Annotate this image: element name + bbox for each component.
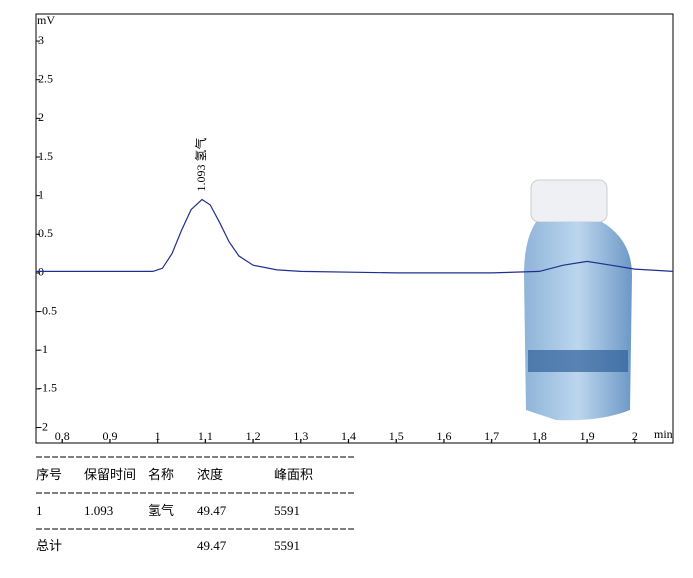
chromatogram-line bbox=[36, 198, 674, 274]
table-cell: 1 bbox=[36, 503, 43, 518]
y-tick-label: 3 bbox=[38, 33, 44, 47]
table-cell: 49.47 bbox=[197, 503, 227, 518]
x-tick-label: 0,8 bbox=[55, 429, 70, 443]
x-tick-label: 1,5 bbox=[389, 429, 404, 443]
x-tick-label: 2 bbox=[632, 429, 638, 443]
x-tick-label: 1,3 bbox=[293, 429, 308, 443]
peak-label: 1.093 氢气 bbox=[193, 137, 208, 191]
table-header: 浓度 bbox=[197, 467, 223, 482]
table-cell: 5591 bbox=[274, 503, 300, 518]
x-tick-label: 1 bbox=[155, 429, 161, 443]
x-tick-label: 1,4 bbox=[341, 429, 356, 443]
plot-frame bbox=[35, 13, 674, 444]
total-label: 总计 bbox=[36, 538, 62, 553]
y-tick-label: 2.5 bbox=[38, 71, 53, 85]
y-tick-label: 2 bbox=[38, 110, 44, 124]
x-tick-label: 1,7 bbox=[484, 429, 499, 443]
y-tick-label: 1.5 bbox=[38, 149, 53, 163]
y-tick-label: 1 bbox=[38, 187, 44, 201]
photo bbox=[524, 179, 632, 421]
x-tick-label: 0,9 bbox=[102, 429, 117, 443]
table-header: 保留时间 bbox=[84, 467, 136, 482]
x-tick-label: 1,8 bbox=[532, 429, 547, 443]
y-tick-label: 0.5 bbox=[38, 226, 53, 240]
y-tick-label: -2 bbox=[38, 419, 48, 433]
table: 总计 49.47 5591 序号 保留时间 名称 浓度 峰面积 1 1.093 氢气 49.47… bbox=[36, 456, 355, 553]
table-header: 峰面积 bbox=[274, 467, 313, 482]
x-tick-label: 1,6 bbox=[436, 429, 451, 443]
table-header: 名称 bbox=[148, 467, 174, 482]
x-tick-label: 1,2 bbox=[246, 429, 261, 443]
total-concentration: 49.47 bbox=[197, 538, 227, 553]
x-axis-label: min bbox=[654, 427, 673, 441]
table-cell: 1.093 bbox=[84, 503, 113, 518]
x-tick-label: 1,1 bbox=[198, 429, 213, 443]
total-area: 5591 bbox=[274, 538, 300, 553]
y-tick-label: -1 bbox=[38, 342, 48, 356]
table-header: 序号 bbox=[36, 467, 62, 482]
x-tick-label: 1,9 bbox=[580, 429, 595, 443]
y-tick-label: -0.5 bbox=[38, 303, 57, 317]
table-cell: 氢气 bbox=[148, 503, 174, 518]
y-axis-label: mV bbox=[37, 13, 55, 27]
y-tick-label: -1.5 bbox=[38, 381, 57, 395]
